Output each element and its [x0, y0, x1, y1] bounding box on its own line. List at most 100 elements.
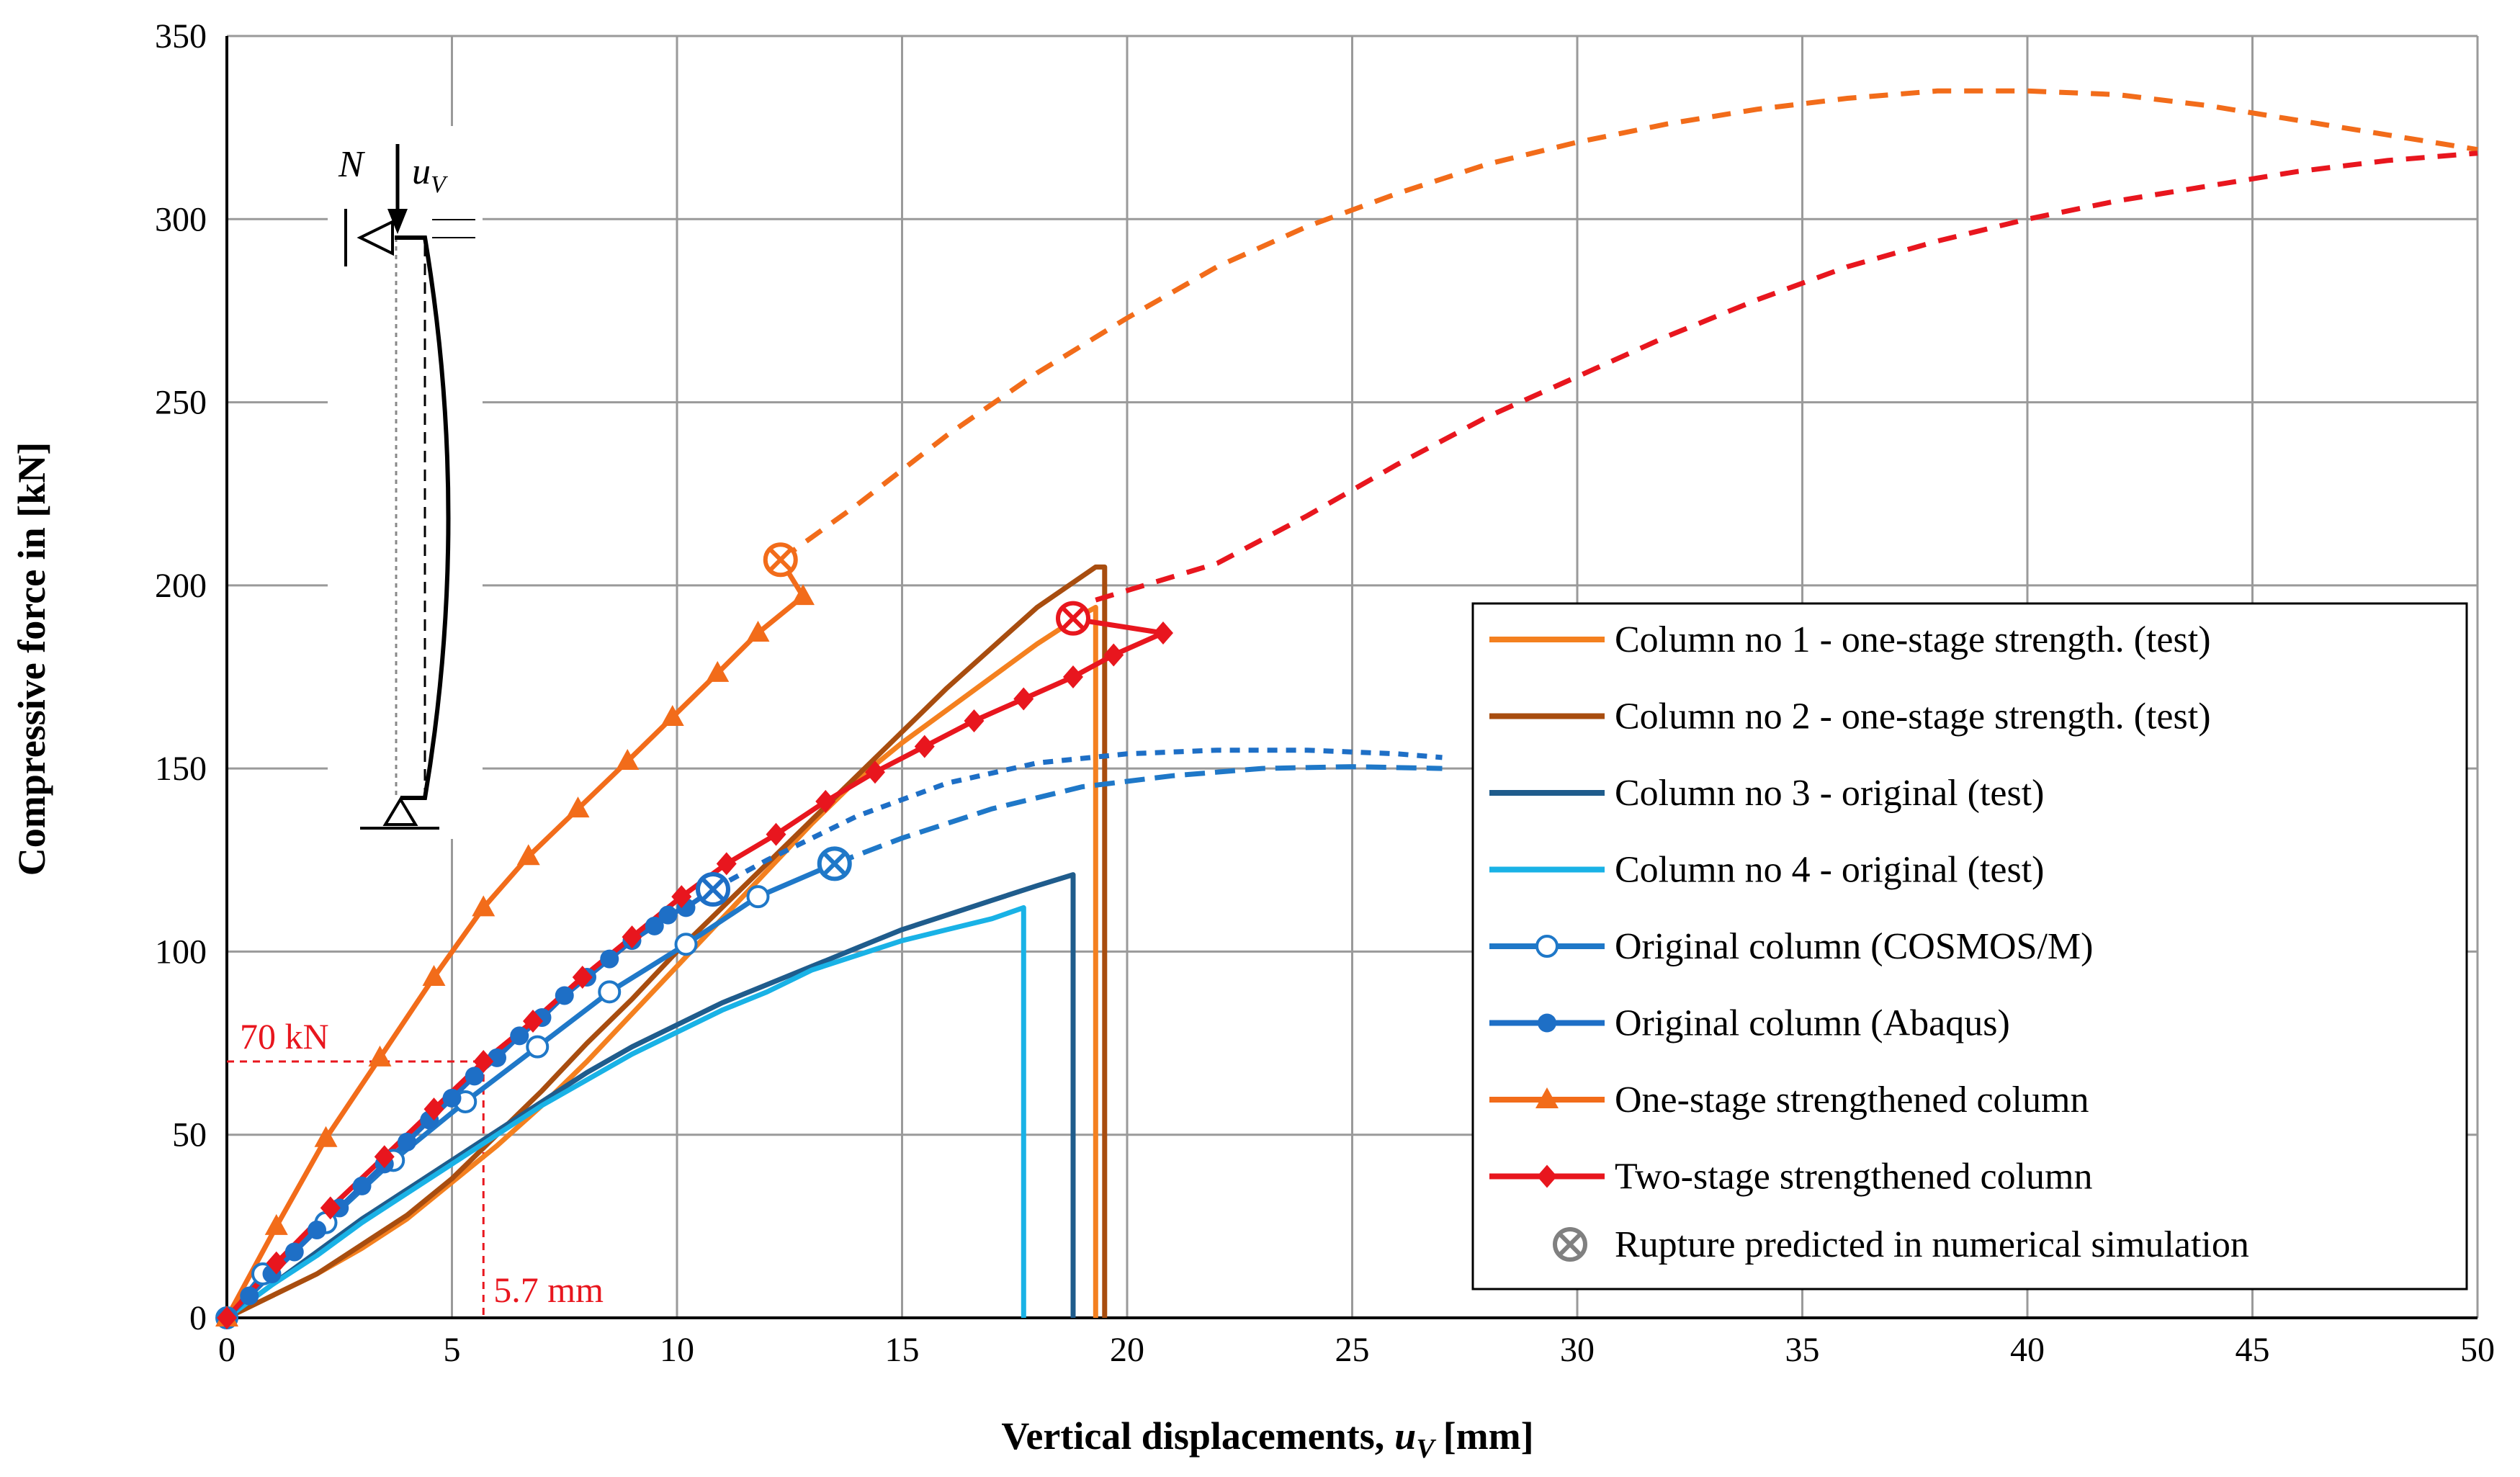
- series-extension-one_stage: [779, 88, 2478, 562]
- data-point-abaqus: [352, 1176, 372, 1195]
- x-axis-title-subscript: V: [1416, 1434, 1436, 1464]
- data-point-one_stage: [792, 584, 815, 606]
- data-point-two_stage: [473, 1050, 494, 1073]
- series-extension-cosmos: [833, 764, 1443, 866]
- data-point-abaqus: [555, 986, 574, 1005]
- x-tick-label: 0: [218, 1331, 236, 1369]
- data-point-two_stage: [1153, 621, 1173, 645]
- series-line-col1: [225, 604, 1098, 1321]
- y-tick-label: 350: [155, 17, 207, 55]
- legend-label-rupture: Rupture predicted in numerical simulatio…: [1615, 1224, 2249, 1265]
- data-point-abaqus: [284, 1242, 304, 1262]
- x-axis-title: Vertical displacements, uV [mm]: [1001, 1414, 1533, 1464]
- y-tick-label: 0: [189, 1299, 207, 1337]
- legend-rupture-marker-cross-b: [1558, 1232, 1582, 1257]
- x-tick-label: 45: [2236, 1331, 2270, 1369]
- series-markers: [215, 547, 1173, 1329]
- data-point-one_stage: [706, 660, 730, 682]
- data-point-cosmos: [746, 885, 770, 909]
- legend-marker-cosmos: [1535, 935, 1559, 958]
- legend-label-col1: Column no 1 - one-stage strength. (test): [1615, 619, 2211, 660]
- annotation-70kN: 70 kN: [240, 1016, 329, 1056]
- legend-label-two_stage: Two-stage strengthened column: [1615, 1157, 2093, 1198]
- data-point-abaqus: [510, 1026, 529, 1046]
- bottom-pin-support: [382, 796, 418, 826]
- x-tick-label: 25: [1335, 1331, 1370, 1369]
- data-point-two_stage: [217, 1306, 237, 1329]
- data-point-two_stage: [266, 1251, 287, 1275]
- data-point-one_stage: [660, 704, 684, 726]
- force-arrow-head: [387, 209, 408, 234]
- data-point-abaqus: [658, 905, 678, 925]
- annotation-5p7mm: 5.7 mm: [493, 1270, 604, 1310]
- force-label: N: [338, 144, 366, 185]
- series-line-col2: [225, 564, 1108, 1321]
- data-point-cosmos: [674, 933, 698, 956]
- column-schematic-inset: N uV: [328, 126, 483, 839]
- data-point-one_stage: [422, 965, 446, 987]
- data-point-abaqus: [465, 1067, 484, 1086]
- data-point-two_stage: [766, 822, 786, 846]
- data-point-abaqus: [240, 1286, 259, 1306]
- y-tick-label: 300: [155, 200, 207, 238]
- data-point-one_stage: [616, 748, 640, 770]
- x-axis-title-text: Vertical displacements,: [1001, 1414, 1384, 1458]
- legend-label-abaqus: Original column (Abaqus): [1615, 1003, 2010, 1044]
- rupture-marker-two_stage: [1056, 601, 1090, 636]
- x-axis-title-unit: [mm]: [1443, 1414, 1534, 1458]
- inset-background: [328, 126, 483, 839]
- displacement-symbol: u: [412, 151, 431, 192]
- series-line-col4: [225, 904, 1026, 1320]
- series-lines: [224, 88, 2478, 1321]
- legend-label-col2: Column no 2 - one-stage strength. (test): [1615, 696, 2211, 737]
- data-point-two_stage: [622, 925, 642, 949]
- rupture-marker-cosmos-cross-b: [822, 852, 846, 876]
- x-axis-title-symbol: u: [1394, 1414, 1416, 1458]
- axes: [225, 36, 2478, 1319]
- annotations: 70 kN 5.7 mm: [227, 1016, 604, 1318]
- data-point-abaqus: [600, 949, 619, 969]
- legend-rupture-marker: [1553, 1227, 1587, 1262]
- rupture-marker-abaqus-cross-b: [701, 877, 725, 902]
- data-point-two_stage: [671, 885, 692, 909]
- legend-label-col4: Column no 4 - original (test): [1615, 850, 2044, 891]
- rupture-marker-cosmos: [817, 846, 852, 881]
- data-point-one_stage: [566, 796, 590, 818]
- data-point-two_stage: [572, 966, 593, 989]
- legend-label-one_stage: One-stage strengthened column: [1615, 1079, 2089, 1121]
- legend-marker-two_stage: [1537, 1164, 1557, 1188]
- y-tick-label: 50: [172, 1116, 207, 1154]
- rupture-marker-abaqus: [696, 871, 730, 907]
- y-tick-label: 100: [155, 933, 207, 971]
- rupture-marker-two_stage-cross-b: [1061, 606, 1085, 630]
- y-tick-label: 200: [155, 567, 207, 605]
- series-extension-abaqus: [712, 748, 1443, 892]
- x-tick-label: 50: [2460, 1331, 2495, 1369]
- top-pin-support: [357, 219, 394, 256]
- data-point-cosmos: [526, 1035, 550, 1059]
- data-point-two_stage: [716, 852, 737, 876]
- series-line-col3: [225, 872, 1076, 1320]
- data-point-two_stage: [964, 709, 985, 733]
- data-point-one_stage: [368, 1045, 392, 1067]
- x-tick-label: 30: [1560, 1331, 1595, 1369]
- x-tick-label: 5: [444, 1331, 461, 1369]
- x-tick-label: 15: [885, 1331, 920, 1369]
- data-point-one_stage: [746, 620, 770, 642]
- data-point-one_stage: [472, 895, 496, 917]
- legend-label-cosmos: Original column (COSMOS/M): [1615, 926, 2093, 967]
- data-point-two_stage: [374, 1145, 395, 1169]
- y-tick-label: 150: [155, 750, 207, 788]
- rupture-markers: [696, 542, 1090, 907]
- deflected-column: [395, 235, 451, 800]
- data-point-two_stage: [423, 1097, 444, 1121]
- legend-box: [1471, 602, 2468, 1290]
- data-point-two_stage: [1013, 687, 1034, 711]
- data-point-two_stage: [1103, 643, 1124, 667]
- data-point-cosmos: [598, 980, 622, 1004]
- rupture-marker-one_stage: [763, 542, 798, 578]
- data-point-two_stage: [523, 1010, 543, 1033]
- data-point-two_stage: [865, 760, 885, 784]
- data-point-abaqus: [645, 916, 664, 935]
